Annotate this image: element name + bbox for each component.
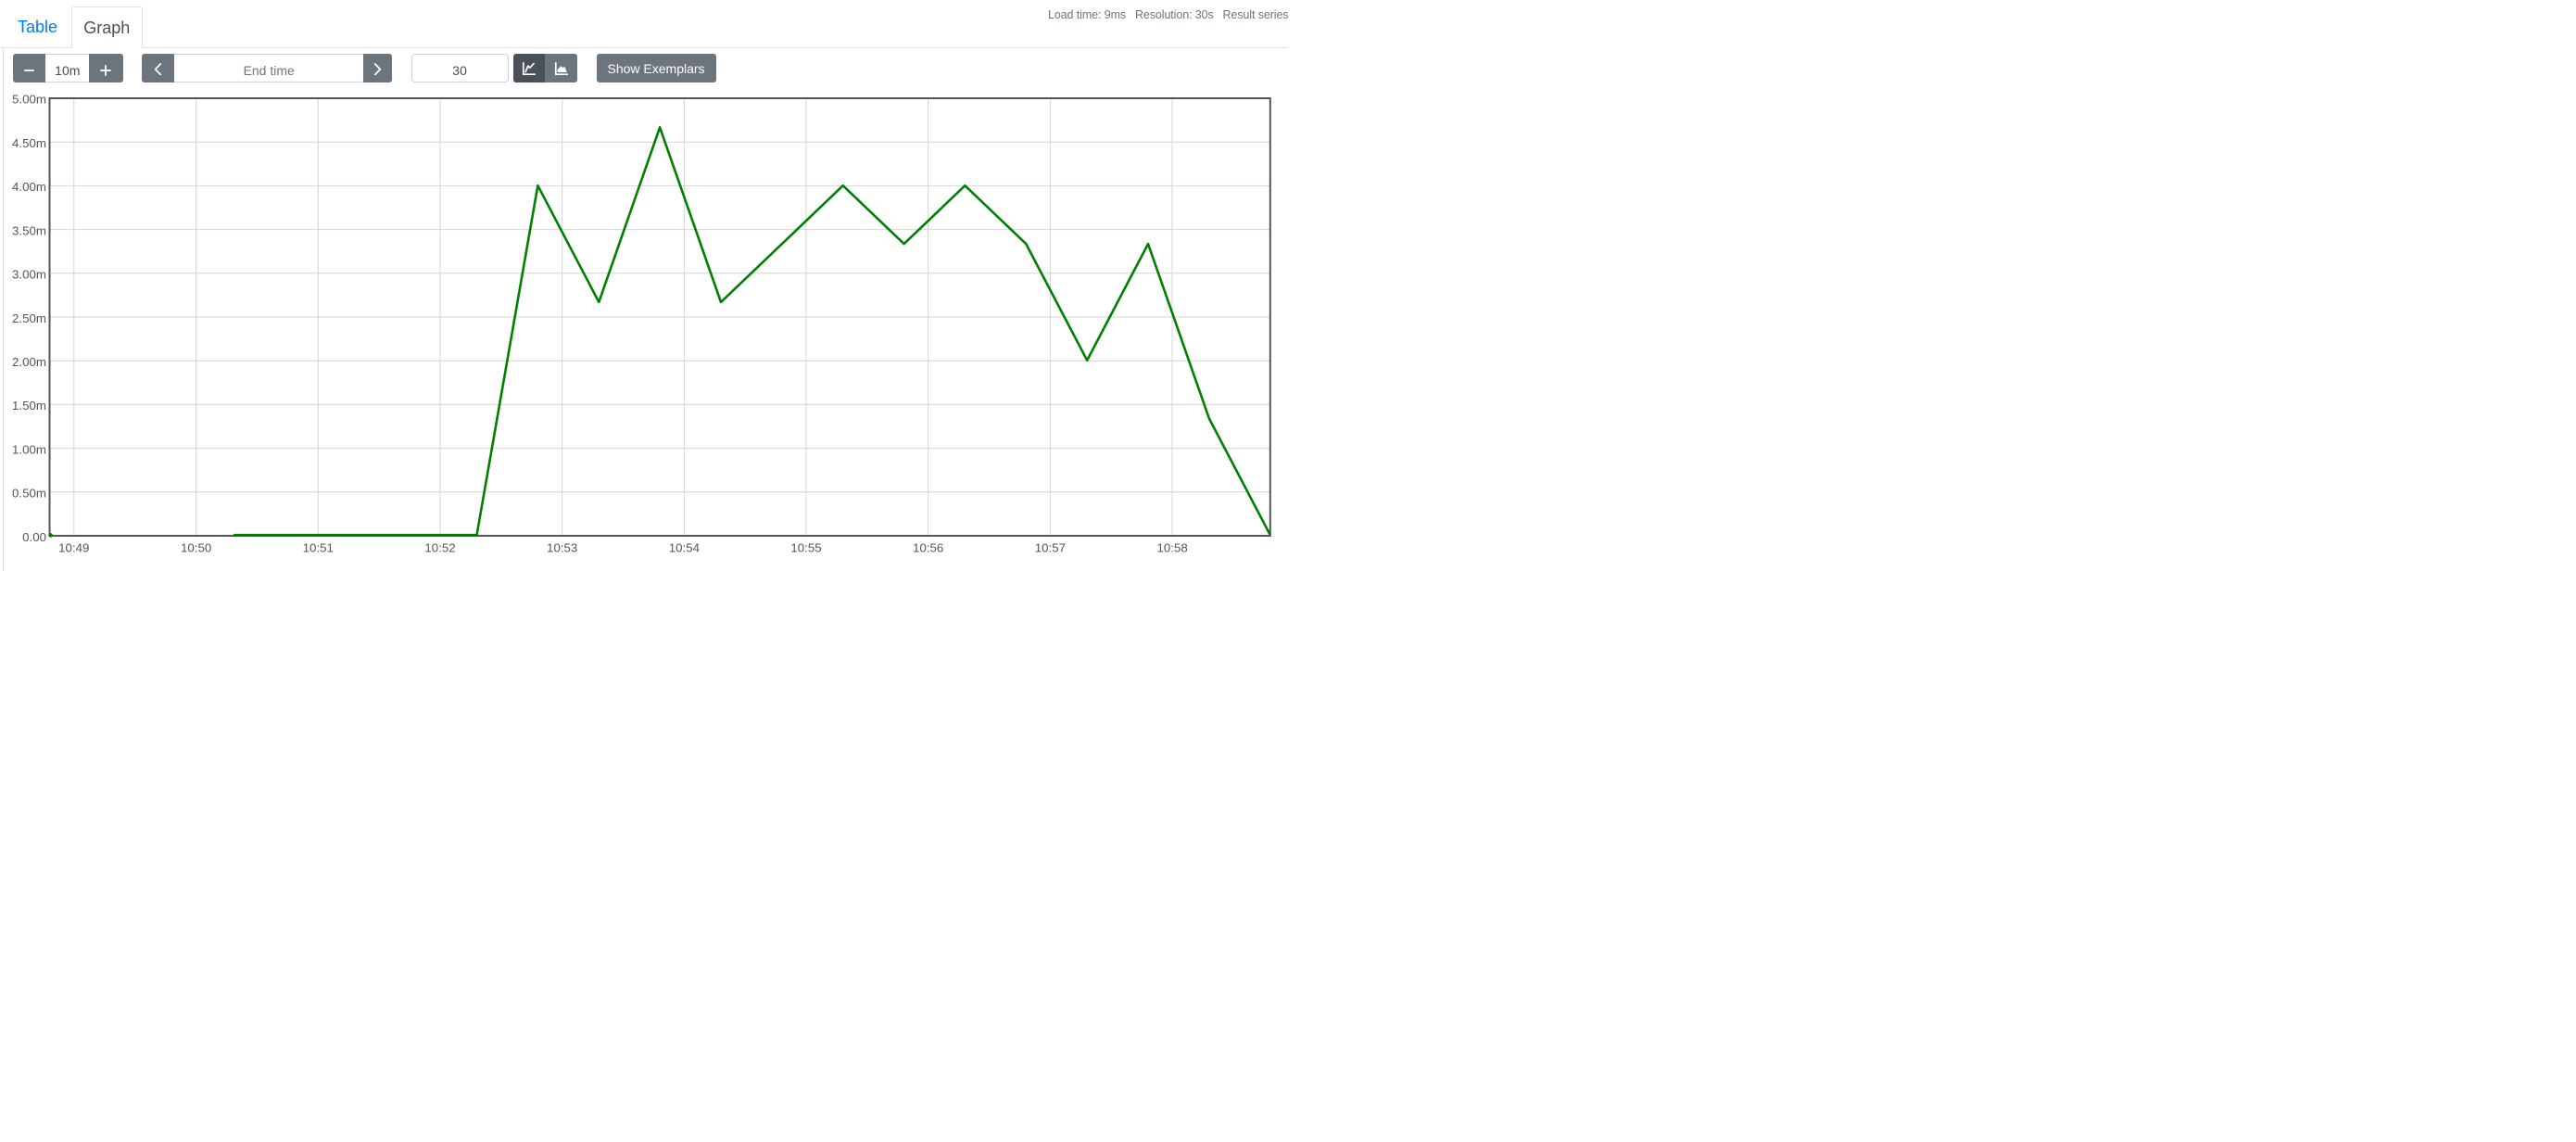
svg-text:10:53: 10:53 bbox=[547, 541, 577, 555]
svg-text:3.50m: 3.50m bbox=[12, 223, 46, 237]
svg-text:10:55: 10:55 bbox=[790, 541, 821, 555]
svg-text:4.00m: 4.00m bbox=[12, 180, 46, 194]
svg-text:1.00m: 1.00m bbox=[12, 442, 46, 456]
svg-text:0.50m: 0.50m bbox=[12, 487, 46, 501]
svg-text:10:50: 10:50 bbox=[181, 541, 211, 555]
svg-text:5.00m: 5.00m bbox=[12, 93, 46, 107]
svg-text:10:51: 10:51 bbox=[303, 541, 334, 555]
svg-text:10:58: 10:58 bbox=[1156, 541, 1187, 555]
svg-text:10:52: 10:52 bbox=[424, 541, 455, 555]
svg-text:10:57: 10:57 bbox=[1035, 541, 1066, 555]
svg-text:10:56: 10:56 bbox=[913, 541, 943, 555]
svg-text:10:49: 10:49 bbox=[58, 541, 89, 555]
svg-text:2.50m: 2.50m bbox=[12, 311, 46, 325]
svg-text:1.50m: 1.50m bbox=[12, 399, 46, 412]
svg-text:3.00m: 3.00m bbox=[12, 268, 46, 282]
svg-text:0.00: 0.00 bbox=[22, 530, 46, 544]
svg-text:10:54: 10:54 bbox=[669, 541, 700, 555]
svg-text:2.00m: 2.00m bbox=[12, 355, 46, 369]
svg-text:4.50m: 4.50m bbox=[12, 136, 46, 150]
